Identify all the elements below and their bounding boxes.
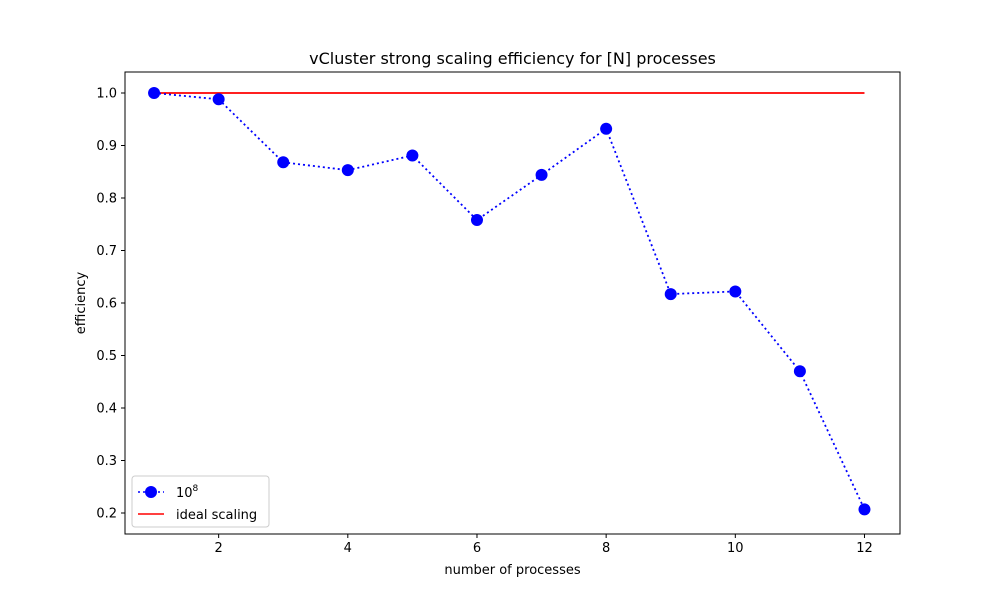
data-point [148,87,161,99]
x-tick-label: 2 [215,541,223,556]
legend-marker-1 [145,486,157,498]
x-tick-label: 10 [727,541,744,556]
legend-label-1-base: 10 [176,486,193,501]
legend: 108 ideal scaling [131,475,270,528]
x-tick-label: 4 [344,541,352,556]
legend-label-2: ideal scaling [176,508,257,523]
y-tick-label: 1.0 [96,87,117,102]
legend-label-1-exponent: 8 [193,484,199,494]
y-tick-label: 0.9 [96,139,117,154]
legend-box [131,475,270,528]
data-point [729,285,742,298]
y-tick-label: 0.6 [96,297,117,312]
y-tick-label: 0.5 [96,349,117,364]
data-point [470,214,483,227]
y-axis-label: efficiency [74,271,89,334]
x-tick-label: 8 [602,541,610,556]
data-point [600,122,613,135]
data-point [341,164,354,177]
y-tick-label: 0.4 [96,402,117,417]
series-line-efficiency [153,92,866,510]
data-point [535,168,548,181]
x-tick-label: 6 [473,541,481,556]
chart-title: vCluster strong scaling efficiency for [… [309,49,716,68]
data-point [793,365,806,378]
legend-label-1: 108 [176,484,199,501]
data-point [277,156,290,169]
axis-ticks: 2 4 6 8 10 120.20.30.40.50.60.70.80.91.0 [96,87,872,557]
data-point [858,503,871,516]
y-tick-label: 0.2 [96,507,117,522]
data-point [212,93,225,106]
data-point [664,288,677,301]
plot-frame [124,71,901,535]
y-tick-label: 0.7 [96,244,117,259]
x-axis-label: number of processes [444,563,580,578]
plot-area [125,72,900,534]
y-tick-label: 0.8 [96,192,117,207]
y-tick-label: 0.3 [96,454,117,469]
x-tick-label: 12 [856,541,873,556]
data-point [406,149,419,162]
series-layer [148,87,871,516]
